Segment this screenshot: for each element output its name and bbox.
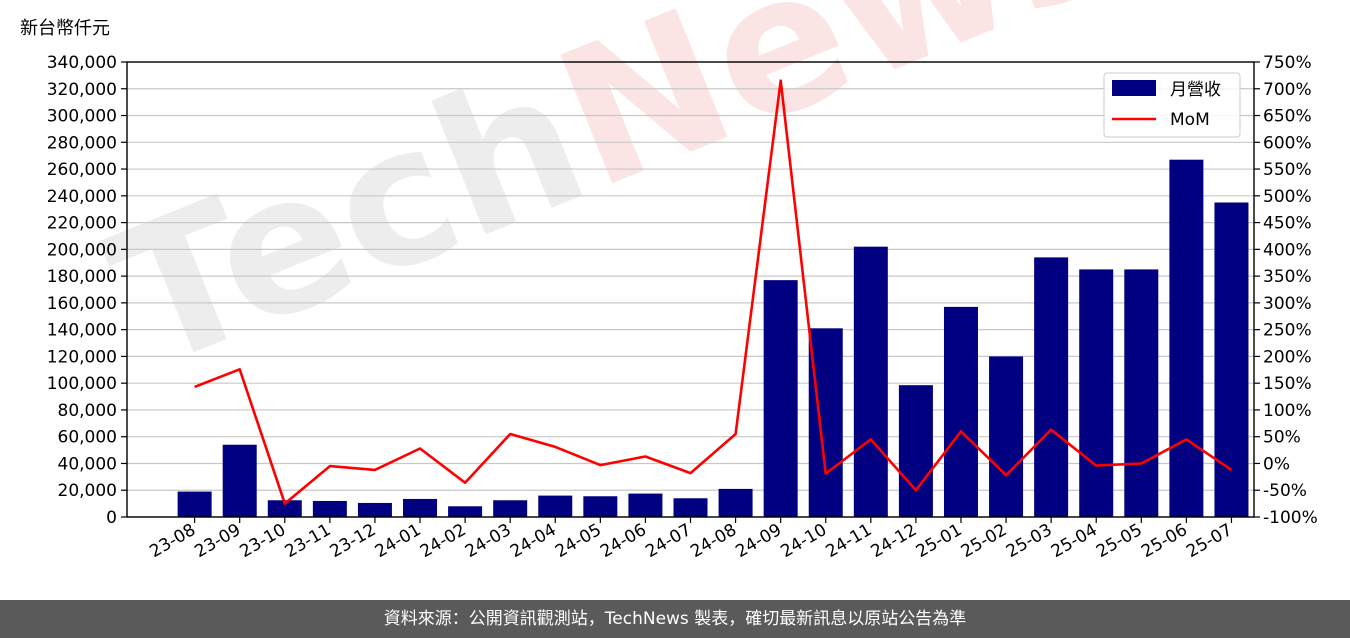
left-tick-label: 60,000 [58, 428, 117, 448]
left-tick-label: 340,000 [47, 53, 117, 73]
legend-mom-label: MoM [1170, 110, 1210, 130]
x-tick-label: 24-01 [372, 520, 425, 562]
revenue-bar [628, 493, 663, 517]
legend-bar-swatch [1112, 80, 1156, 96]
revenue-bar [1169, 159, 1204, 518]
x-tick-label: 23-12 [327, 520, 380, 562]
x-tick-label: 24-02 [417, 520, 470, 562]
revenue-bar [538, 495, 573, 517]
y-axis-unit-label: 新台幣仟元 [20, 18, 110, 39]
revenue-bar [583, 496, 618, 517]
x-tick-label: 24-03 [462, 520, 515, 562]
right-tick-label: 500% [1263, 187, 1312, 207]
right-tick-label: 250% [1263, 321, 1312, 341]
right-tick-label: 600% [1263, 133, 1312, 153]
source-footer: 資料來源：公開資訊觀測站，TechNews 製表，確切最新訊息以原站公告為準 [0, 600, 1350, 638]
revenue-bar [1214, 202, 1249, 517]
left-tick-label: 40,000 [58, 454, 117, 474]
x-tick-label: 23-11 [282, 520, 335, 562]
x-tick-label: 25-06 [1138, 520, 1191, 562]
left-tick-label: 160,000 [47, 294, 117, 314]
x-tick-label: 25-01 [913, 520, 966, 562]
revenue-bar [267, 500, 302, 517]
revenue-bars [177, 159, 1249, 518]
revenue-bar [312, 500, 347, 517]
x-tick-label: 24-07 [642, 520, 695, 562]
mom-line [194, 79, 1233, 505]
x-tick-label: 24-08 [687, 520, 740, 562]
right-tick-label: -50% [1263, 481, 1307, 501]
revenue-bar [222, 444, 257, 517]
left-tick-label: 20,000 [58, 481, 117, 501]
watermark-tech: Tech [84, 27, 613, 412]
right-tick-label: 50% [1263, 428, 1301, 448]
x-tick-label: 25-05 [1093, 520, 1146, 562]
left-tick-label: 120,000 [47, 347, 117, 367]
right-tick-label: 750% [1263, 53, 1312, 73]
revenue-bar [989, 356, 1024, 517]
x-tick-label: 23-09 [191, 520, 244, 562]
left-tick-label: 240,000 [47, 187, 117, 207]
left-tick-label: 300,000 [47, 107, 117, 127]
revenue-bar [718, 488, 753, 517]
left-tick-label: 280,000 [47, 133, 117, 153]
x-tick-label: 24-06 [597, 520, 650, 562]
left-tick-label: 0 [106, 508, 117, 528]
right-tick-label: 400% [1263, 240, 1312, 260]
legend-revenue-label: 月營收 [1170, 80, 1221, 100]
right-tick-label: 650% [1263, 107, 1312, 127]
left-tick-label: 220,000 [47, 214, 117, 234]
right-tick-label: -100% [1263, 508, 1318, 528]
x-tick-label: 24-10 [777, 520, 830, 562]
revenue-bar [898, 385, 933, 517]
x-tick-label: 25-04 [1048, 520, 1101, 562]
left-tick-label: 200,000 [47, 240, 117, 260]
revenue-bar [357, 502, 392, 517]
left-tick-label: 140,000 [47, 321, 117, 341]
right-tick-label: 100% [1263, 401, 1312, 421]
right-tick-label: 300% [1263, 294, 1312, 314]
revenue-bar [943, 306, 978, 517]
right-tick-label: 150% [1263, 374, 1312, 394]
revenue-chart: TechNews 020,00040,00060,00080,000100,00… [47, 0, 1318, 562]
right-tick-label: 700% [1263, 80, 1312, 100]
x-tick-label: 25-03 [1003, 520, 1056, 562]
revenue-bar [1034, 257, 1069, 517]
revenue-bar [403, 498, 438, 517]
left-tick-label: 260,000 [47, 160, 117, 180]
x-tick-label: 24-12 [868, 520, 921, 562]
revenue-bar [673, 498, 708, 517]
revenue-bar [448, 506, 483, 517]
revenue-bar [1079, 269, 1114, 517]
right-tick-label: 200% [1263, 347, 1312, 367]
revenue-bar [177, 491, 212, 517]
revenue-bar [1124, 269, 1159, 517]
revenue-bar [763, 280, 798, 517]
mom-line-path [194, 79, 1233, 505]
left-tick-label: 180,000 [47, 267, 117, 287]
legend: 月營收 MoM [1103, 72, 1241, 138]
right-tick-label: 350% [1263, 267, 1312, 287]
revenue-bar [493, 500, 528, 517]
x-tick-label: 24-04 [507, 520, 560, 562]
x-tick-label: 24-09 [732, 520, 785, 562]
left-tick-label: 320,000 [47, 80, 117, 100]
x-tick-label: 25-02 [958, 520, 1011, 562]
right-tick-label: 0% [1263, 454, 1290, 474]
x-tick-label: 23-08 [146, 520, 199, 562]
right-tick-label: 550% [1263, 160, 1312, 180]
left-tick-label: 100,000 [47, 374, 117, 394]
left-tick-label: 80,000 [58, 401, 117, 421]
x-tick-label: 24-11 [823, 520, 876, 562]
x-tick-label: 24-05 [552, 520, 605, 562]
x-tick-label: 23-10 [236, 520, 289, 562]
x-tick-label: 25-07 [1183, 520, 1236, 562]
revenue-bar [853, 246, 888, 518]
revenue-bar [808, 328, 843, 517]
right-tick-label: 450% [1263, 214, 1312, 234]
